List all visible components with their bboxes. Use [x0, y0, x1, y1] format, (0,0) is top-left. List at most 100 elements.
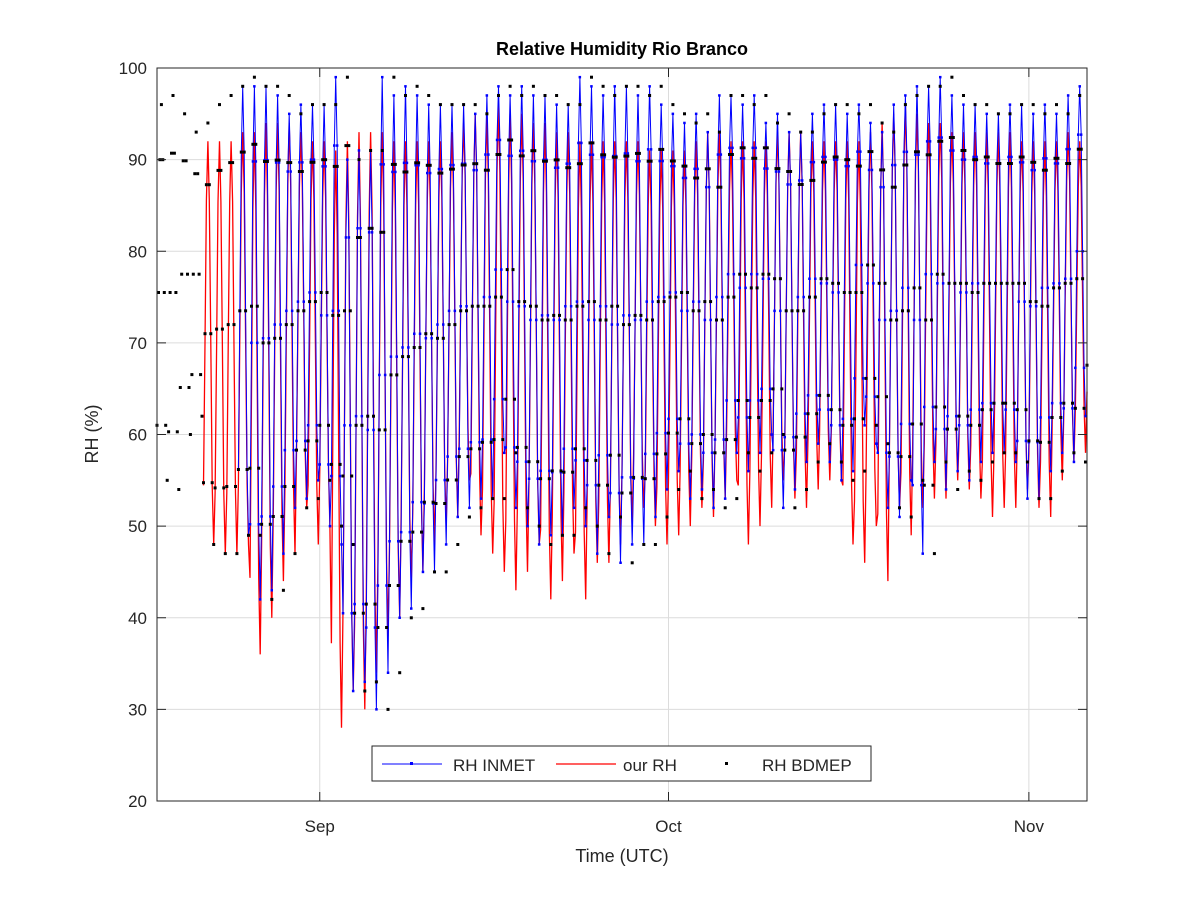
data-point-rh-bdmep [639, 313, 643, 317]
data-point-rh-bdmep [635, 151, 638, 155]
data-point-rh-inmet [715, 295, 718, 299]
data-point-rh-inmet [943, 427, 946, 431]
data-point-rh-bdmep [1004, 401, 1008, 405]
data-point-rh-inmet [407, 346, 410, 349]
data-point-rh-bdmep [992, 401, 996, 405]
data-point-rh-inmet [1014, 460, 1017, 464]
data-point-rh-bdmep [619, 515, 622, 519]
data-point-rh-bdmep [206, 121, 210, 125]
data-point-rh-bdmep [327, 423, 330, 427]
data-point-rh-bdmep [850, 423, 854, 427]
data-point-rh-inmet [851, 469, 855, 473]
data-point-rh-bdmep [874, 423, 878, 427]
data-point-rh-inmet [410, 607, 413, 610]
data-point-rh-inmet [388, 540, 391, 543]
data-point-rh-bdmep [157, 291, 160, 294]
data-point-rh-inmet [700, 488, 704, 491]
data-point-rh-inmet [699, 433, 702, 436]
data-point-rh-bdmep [963, 149, 967, 152]
data-point-rh-bdmep [754, 156, 758, 160]
data-point-rh-inmet [341, 612, 345, 615]
data-point-rh-inmet [408, 530, 412, 534]
data-point-rh-bdmep [748, 416, 752, 419]
data-point-rh-bdmep [845, 103, 849, 107]
data-point-rh-bdmep [459, 309, 463, 313]
data-point-rh-bdmep [1040, 304, 1044, 308]
data-point-rh-inmet [1018, 161, 1022, 164]
data-point-rh-bdmep [709, 300, 713, 304]
data-point-rh-bdmep [472, 162, 476, 166]
data-point-rh-bdmep [1002, 451, 1006, 455]
data-point-rh-inmet [783, 435, 786, 439]
data-point-rh-bdmep [959, 281, 963, 285]
data-point-rh-inmet [362, 602, 365, 606]
data-point-rh-bdmep [193, 172, 197, 176]
data-point-rh-bdmep [1055, 103, 1058, 107]
data-point-rh-inmet [601, 94, 605, 97]
data-point-rh-inmet [580, 141, 583, 145]
data-point-rh-bdmep [912, 286, 916, 290]
data-point-rh-inmet [537, 543, 541, 546]
data-point-rh-bdmep [218, 103, 221, 107]
data-point-rh-bdmep [642, 543, 646, 546]
data-point-rh-bdmep [787, 112, 791, 116]
data-point-rh-inmet [654, 515, 657, 519]
data-point-rh-bdmep [813, 295, 817, 299]
data-point-rh-bdmep [771, 387, 775, 391]
y-tick-label: 30 [128, 700, 147, 719]
data-point-rh-bdmep [348, 309, 352, 313]
data-point-rh-bdmep [664, 452, 668, 456]
data-point-rh-inmet [360, 414, 364, 418]
data-point-rh-inmet [472, 168, 475, 172]
data-point-rh-inmet [822, 103, 826, 106]
data-point-rh-bdmep [575, 304, 579, 308]
data-point-rh-inmet [918, 318, 922, 322]
data-point-rh-bdmep [967, 469, 971, 473]
data-point-rh-bdmep [786, 170, 790, 173]
data-point-rh-bdmep [289, 161, 293, 165]
data-point-rh-bdmep [928, 153, 932, 157]
data-point-rh-inmet [876, 451, 879, 454]
data-point-rh-inmet [257, 523, 260, 526]
data-point-rh-bdmep [716, 185, 720, 189]
data-point-rh-bdmep [313, 300, 317, 304]
data-point-rh-inmet [904, 94, 907, 97]
data-point-rh-bdmep [424, 332, 428, 336]
data-point-rh-bdmep [768, 399, 772, 402]
data-point-rh-bdmep [364, 602, 368, 606]
data-point-rh-inmet [394, 170, 397, 174]
data-point-rh-bdmep [755, 286, 759, 290]
data-point-rh-inmet [258, 598, 262, 601]
data-point-rh-bdmep [592, 300, 596, 304]
data-point-rh-bdmep [626, 154, 630, 158]
data-point-rh-bdmep [765, 146, 769, 150]
data-point-rh-bdmep [184, 159, 188, 163]
data-point-rh-bdmep [802, 309, 806, 313]
data-point-rh-inmet [357, 149, 361, 152]
data-point-rh-inmet [639, 318, 643, 322]
data-point-rh-inmet [863, 424, 866, 427]
data-point-rh-bdmep [713, 451, 717, 455]
data-point-rh-bdmep [667, 431, 670, 435]
data-point-rh-bdmep [790, 309, 794, 313]
data-point-rh-inmet [767, 277, 770, 280]
data-point-rh-bdmep [505, 268, 509, 272]
data-point-rh-bdmep [781, 433, 785, 436]
data-point-rh-inmet [737, 416, 740, 419]
data-point-rh-inmet [574, 459, 577, 462]
data-point-rh-bdmep [906, 309, 910, 313]
plot-series [155, 75, 1089, 728]
data-point-rh-inmet [735, 451, 738, 455]
data-point-rh-bdmep [885, 395, 888, 399]
data-point-rh-inmet [975, 155, 978, 159]
data-point-rh-inmet [968, 479, 971, 482]
data-point-rh-bdmep [216, 168, 220, 172]
data-point-rh-bdmep [738, 272, 742, 276]
data-point-rh-bdmep [555, 94, 559, 97]
data-point-rh-inmet [690, 433, 693, 436]
data-point-rh-bdmep [183, 112, 187, 116]
data-point-rh-bdmep [637, 151, 641, 155]
data-point-rh-bdmep [408, 539, 412, 543]
data-point-rh-inmet [934, 427, 938, 431]
data-point-rh-inmet [597, 454, 600, 457]
